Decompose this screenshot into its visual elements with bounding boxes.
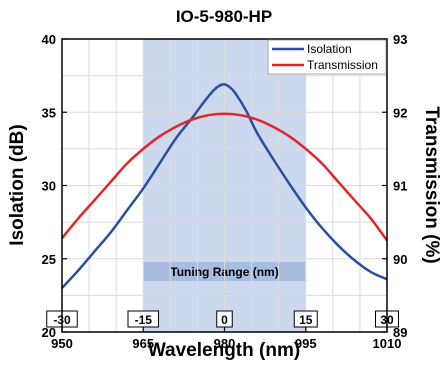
- x-tick-label: 965: [132, 336, 154, 351]
- offset-layer: -30 -15 0 15 30: [46, 310, 399, 328]
- chart-title: IO-5-980-HP: [176, 7, 272, 26]
- legend: Isolation Transmission: [267, 39, 387, 75]
- offset-label: 0: [221, 313, 228, 327]
- y-left-tick-label: 20: [42, 325, 56, 340]
- offset-label: 15: [299, 313, 313, 327]
- x-tick-label: 950: [51, 336, 73, 351]
- series-line-isolation: [61, 83, 388, 289]
- legend-transmission-label: Transmission: [307, 58, 378, 72]
- series-line-transmission: [61, 112, 389, 242]
- y-right-tick-label: 89: [393, 325, 407, 340]
- grid-layer: [62, 39, 387, 332]
- x-tick-label: 980: [214, 336, 236, 351]
- y-right-tick-label: 90: [393, 252, 407, 267]
- series-layer: [61, 83, 389, 289]
- offset-label: -15: [135, 313, 153, 327]
- y-left-tick-label: 30: [42, 179, 56, 194]
- y-left-tick-label: 35: [42, 105, 56, 120]
- x-tick-label: 1010: [373, 336, 402, 351]
- y-right-tick-label: 92: [393, 105, 407, 120]
- legend-isolation-label: Isolation: [307, 42, 352, 56]
- legend-box: [267, 39, 387, 75]
- y-axis-right-title: Transmission (%): [421, 106, 440, 263]
- y-left-tick-label: 25: [42, 252, 56, 267]
- y-left-tick-label: 40: [42, 32, 56, 47]
- y-axis-left-title: Isolation (dB): [7, 124, 28, 245]
- x-tick-label: 995: [295, 336, 317, 351]
- y-right-tick-label: 91: [393, 179, 407, 194]
- y-right-tick-label: 93: [393, 32, 407, 47]
- axis-layer: 950 965 980 995 1010 20 25 30 35 40 89 90 91 92 93: [42, 32, 408, 351]
- x-axis-title: Wavelength (nm): [148, 340, 300, 361]
